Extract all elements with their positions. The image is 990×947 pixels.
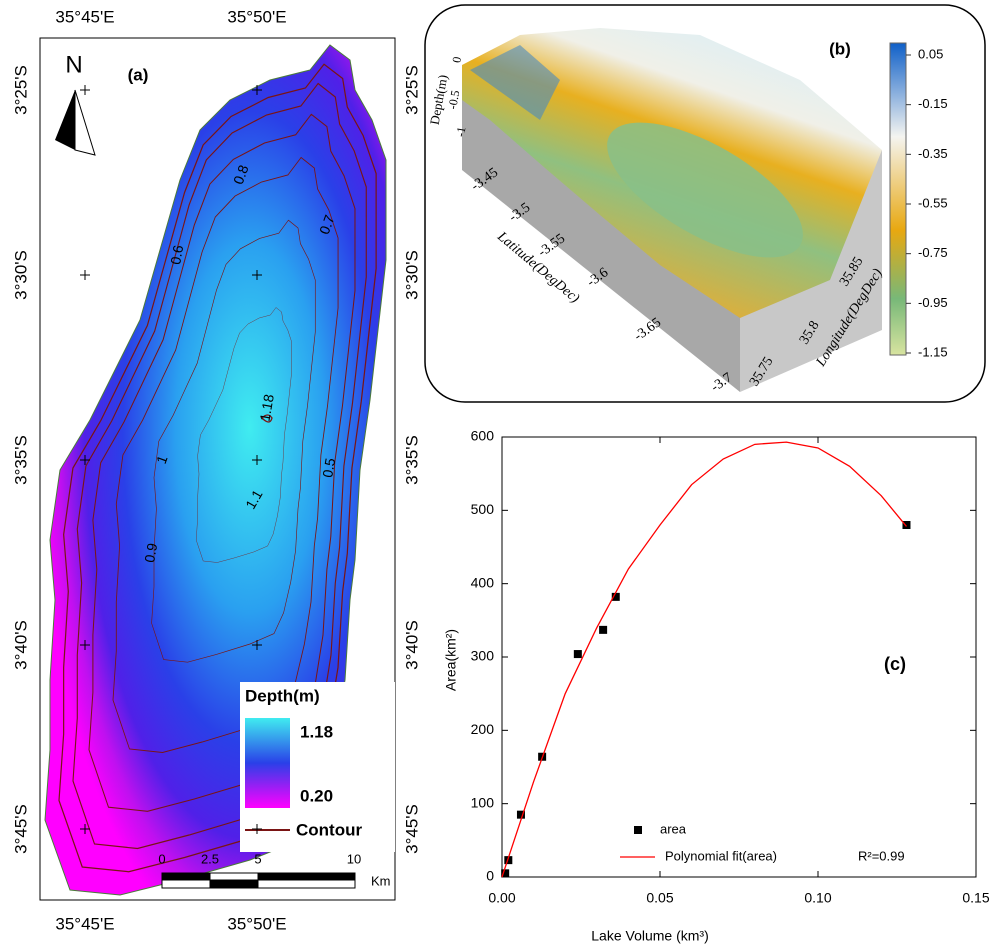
x-axis-label: Lake Volume (km³) [591, 928, 708, 944]
x-tick-label: 0.05 [646, 890, 673, 906]
y-tick-label: 200 [471, 721, 495, 737]
panel-label: (c) [884, 654, 906, 674]
x-tick-label: 0.15 [962, 890, 989, 906]
lon-label: 35°45'E [55, 7, 114, 26]
x-tick-label: 0.00 [488, 890, 515, 906]
north-label: N [65, 51, 82, 78]
colorbar-label: -0.15 [918, 96, 948, 111]
data-point [574, 650, 582, 658]
colorbar-label: 0.05 [918, 46, 943, 61]
fit-line [502, 442, 906, 877]
legend-title: Depth(m) [245, 686, 320, 705]
legend-marker [634, 826, 642, 834]
lat-label: 3°25'S [11, 65, 30, 115]
scale-label: 2.5 [201, 851, 219, 866]
x-tick-label: 0.10 [804, 890, 831, 906]
figure: N (a) Depth(m) 1.18 0.20 Contour Km (b) … [0, 0, 990, 947]
lat-label: 3°30'S [11, 250, 30, 300]
y-tick-label: 400 [471, 574, 495, 590]
contour-label: 0.5 [319, 457, 338, 479]
panel-label: (b) [829, 39, 851, 58]
scale-label: 5 [254, 851, 261, 866]
lon-label: 35°50'E [227, 7, 286, 26]
y-tick-label: 500 [471, 501, 495, 517]
legend-label: area [660, 821, 687, 836]
lon-label: 35°50'E [227, 914, 286, 933]
lat-label: 3°40'S [11, 620, 30, 670]
legend-label: Polynomial fit(area) [665, 848, 777, 863]
y-tick-label: 0 [486, 868, 494, 884]
contour-label: 0.9 [141, 542, 160, 564]
panel-label: (a) [128, 65, 149, 84]
colorbar-label: -0.95 [918, 295, 948, 310]
scale-unit: Km [371, 873, 391, 888]
lat-label: 3°30'S [402, 250, 421, 300]
colorbar-label: -0.75 [918, 245, 948, 260]
colorbar-label: -1.15 [918, 344, 948, 359]
data-point [599, 626, 607, 634]
y-tick-label: 600 [471, 428, 495, 444]
lat-label: 3°45'S [402, 804, 421, 854]
legend-contour: Contour [296, 820, 362, 839]
y-tick-label: 100 [471, 794, 495, 810]
lat-label: 3°35'S [11, 435, 30, 485]
lat-label: 3°35'S [402, 435, 421, 485]
legend-min: 0.20 [300, 786, 333, 805]
colorbar-label: -0.55 [918, 195, 948, 210]
scale-label: 0 [158, 851, 165, 866]
colorbar [890, 43, 906, 355]
scale-bar [162, 873, 355, 888]
colorbar-label: -0.35 [918, 146, 948, 161]
contour-label: 0.6 [167, 244, 186, 266]
y-tick-label: 300 [471, 648, 495, 664]
lat-label: 3°25'S [402, 65, 421, 115]
lat-label: 3°45'S [11, 804, 30, 854]
annotation: R²=0.99 [858, 848, 905, 863]
legend-max: 1.18 [300, 722, 333, 741]
lat-label: 3°40'S [402, 620, 421, 670]
y-axis-label: Area(km²) [443, 629, 459, 691]
lon-label: 35°45'E [55, 914, 114, 933]
scale-label: 10 [347, 851, 361, 866]
